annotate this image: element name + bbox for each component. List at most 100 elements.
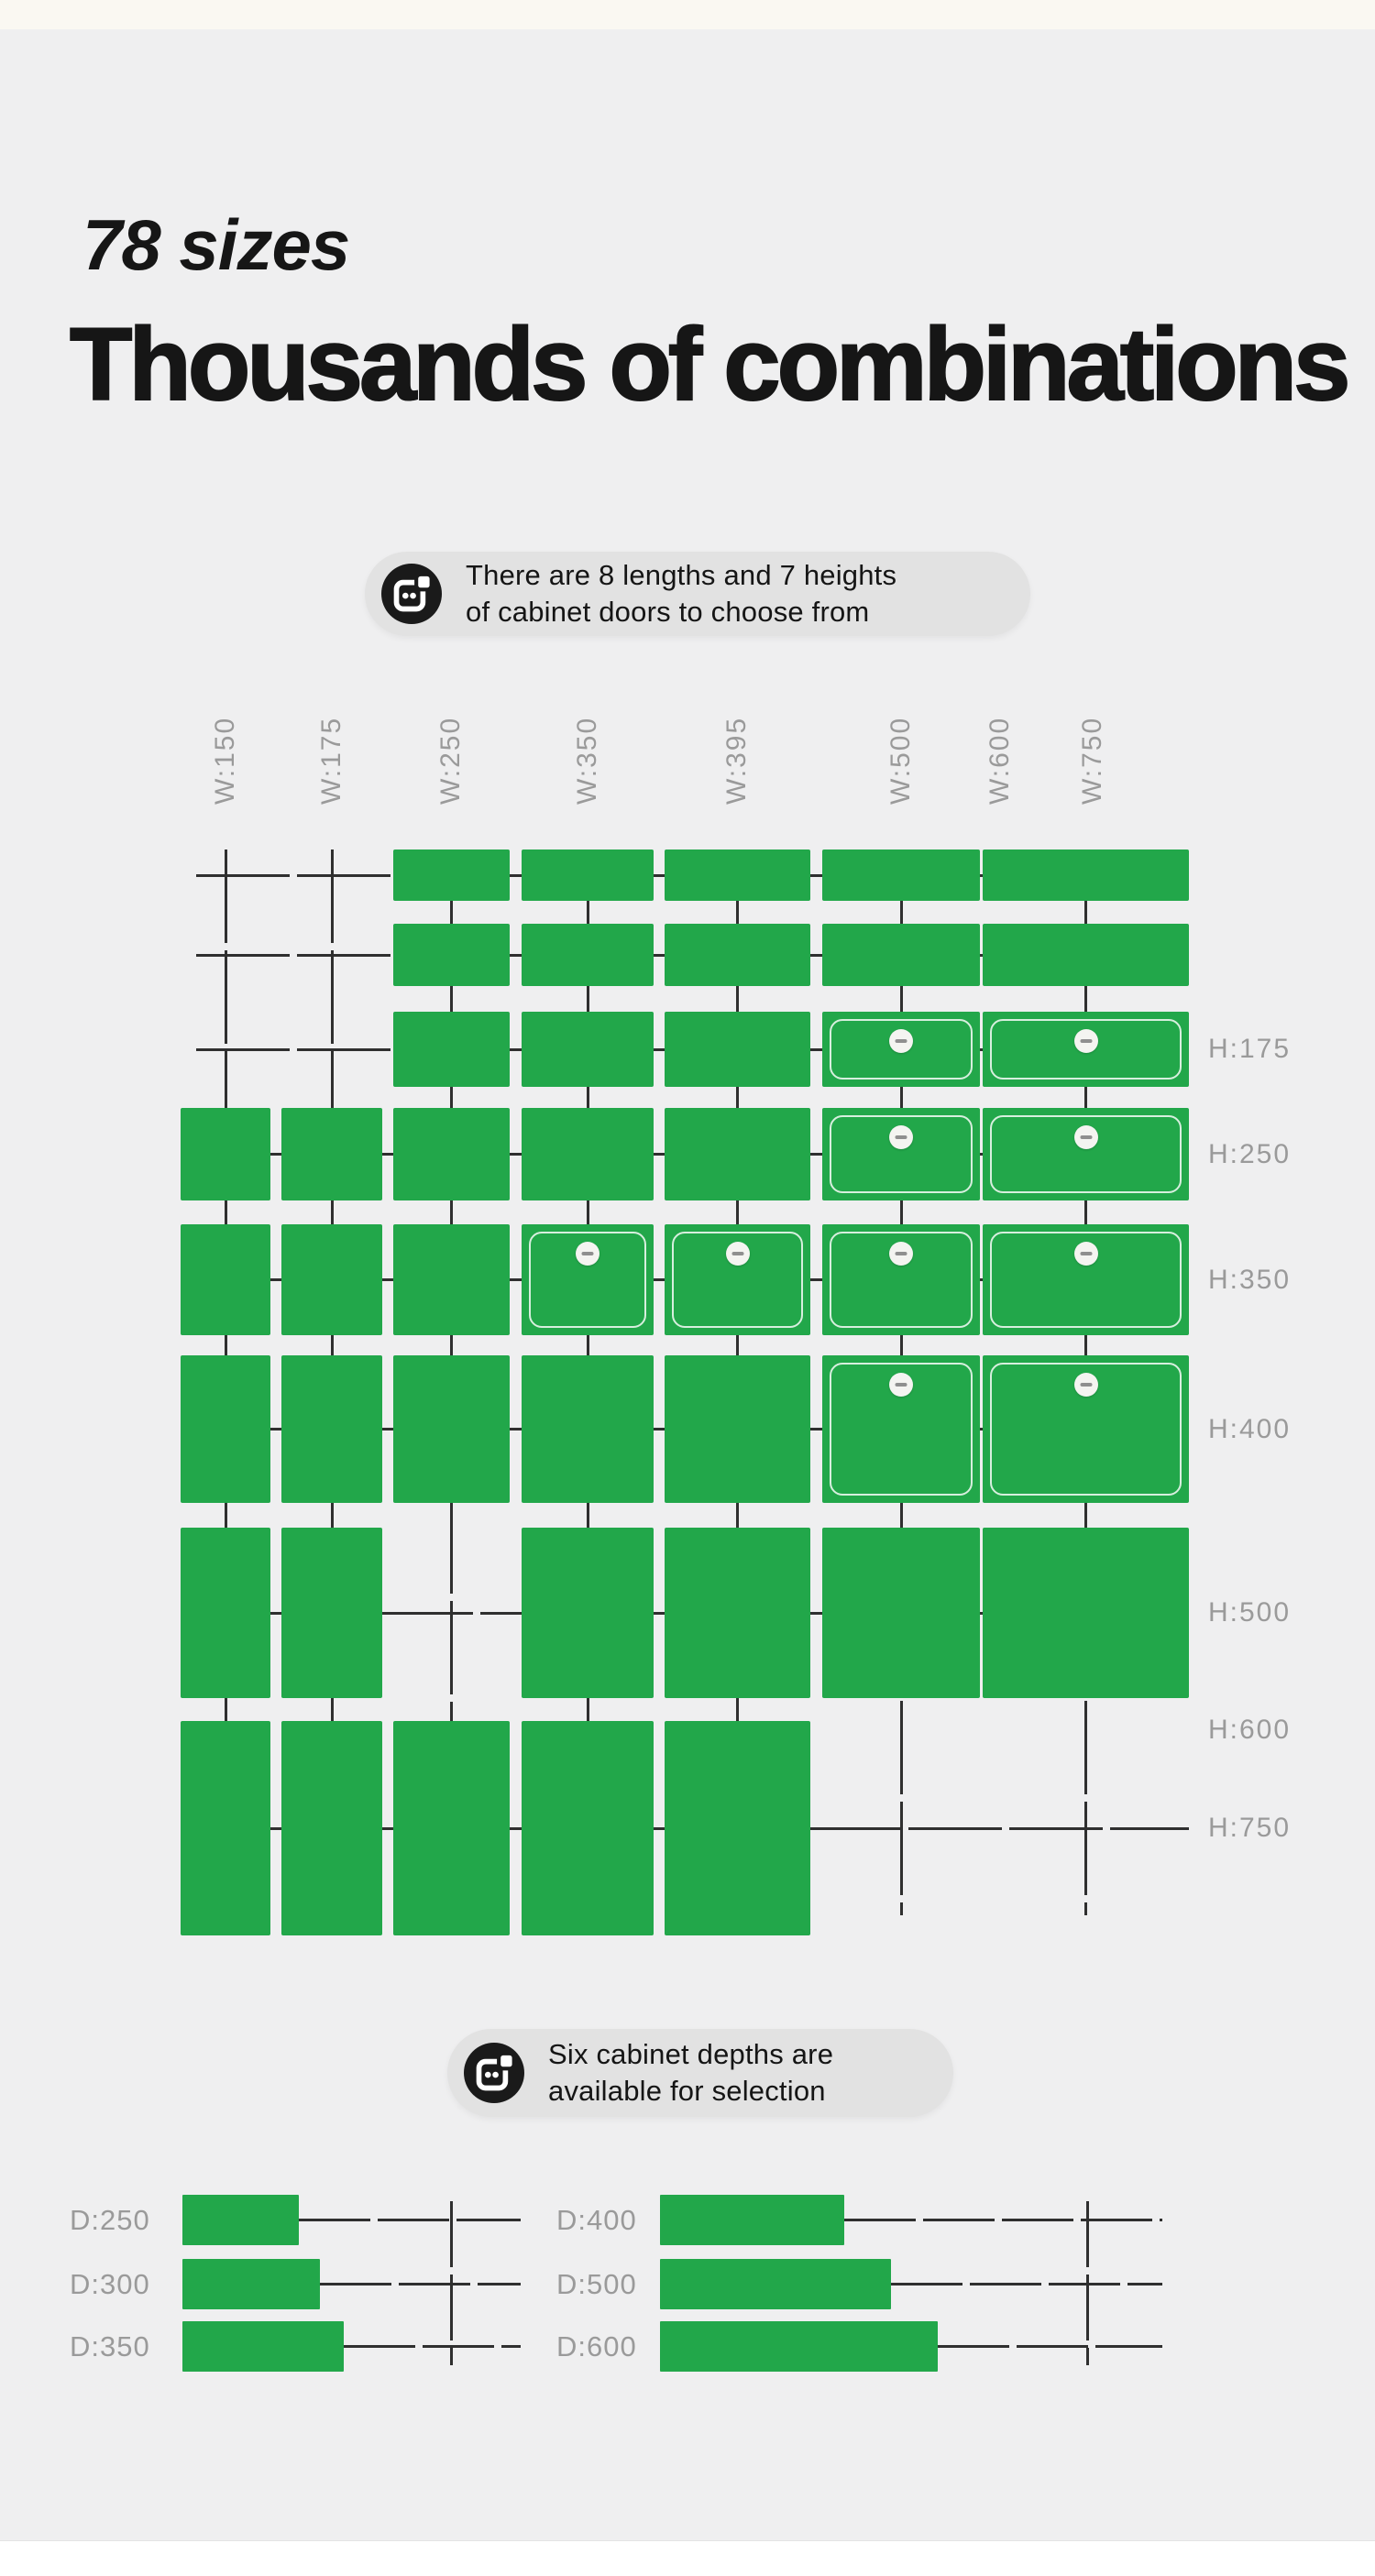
grid-cell	[181, 1355, 270, 1503]
grid-cell	[983, 924, 1189, 986]
crosshair-line-v	[899, 1701, 903, 1915]
grid-cell	[665, 924, 810, 986]
doors-callout-text: There are 8 lengths and 7 heights of cab…	[466, 557, 896, 630]
door-handle-icon	[576, 1242, 600, 1266]
grid-tick-h	[976, 873, 986, 877]
crosshair-line-v	[449, 1500, 453, 1721]
door-outline	[990, 1363, 1182, 1496]
grid-tick-h	[506, 1278, 525, 1281]
grid-cell	[822, 1528, 980, 1698]
depth-guide-line-h	[938, 2345, 1162, 2348]
cabinet-door-cell	[822, 1108, 980, 1200]
doors-callout-badge: There are 8 lengths and 7 heights of cab…	[365, 552, 1030, 636]
depths-callout-badge: Six cabinet depths are available for sel…	[447, 2029, 953, 2117]
grid-tick-v	[736, 1499, 739, 1531]
grid-tick-h	[267, 1278, 285, 1281]
height-label: H:350	[1208, 1265, 1292, 1295]
grid-cell	[522, 924, 654, 986]
height-label: H:600	[1208, 1715, 1292, 1745]
depths-callout-text: Six cabinet depths are available for sel…	[548, 2036, 833, 2110]
grid-tick-h	[650, 1153, 668, 1156]
grid-cell	[181, 1528, 270, 1698]
depth-label: D:350	[70, 2329, 150, 2362]
depth-label: D:250	[70, 2203, 150, 2236]
depth-bar	[182, 2195, 299, 2245]
depth-guide-line-h	[891, 2283, 1162, 2286]
door-handle-slot	[1080, 1135, 1092, 1139]
height-label: H:750	[1208, 1813, 1292, 1843]
grid-tick-v	[736, 1083, 739, 1112]
depth-label: D:500	[556, 2267, 637, 2300]
height-label: H:250	[1208, 1139, 1292, 1169]
cabinet-door-icon	[381, 564, 442, 624]
door-handle-icon	[1073, 1373, 1098, 1397]
grid-cell	[181, 1721, 270, 1935]
cabinet-door-cell	[665, 1224, 810, 1335]
door-outline	[830, 1019, 973, 1080]
door-handle-icon	[1073, 1029, 1098, 1053]
door-outline	[990, 1019, 1182, 1080]
grid-cell	[522, 1721, 654, 1935]
grid-tick-h	[379, 1278, 397, 1281]
grid-cell	[983, 1528, 1189, 1698]
door-handle-icon	[725, 1242, 750, 1266]
grid-cell	[181, 1224, 270, 1335]
crosshair-line-h	[808, 1826, 1189, 1830]
crosshair-line-h	[196, 873, 396, 877]
grid-tick-h	[650, 953, 668, 957]
grid-cell	[281, 1528, 382, 1698]
grid-tick-h	[807, 873, 826, 877]
grid-tick-v	[450, 897, 453, 927]
grid-tick-h	[976, 1153, 986, 1156]
grid-tick-h	[506, 953, 525, 957]
cabinet-door-cell	[822, 1012, 980, 1087]
grid-tick-v	[899, 982, 903, 1015]
grid-tick-h	[976, 1611, 986, 1615]
grid-tick-v	[899, 1197, 903, 1228]
door-outline	[529, 1232, 646, 1328]
depth-bar	[660, 2321, 938, 2372]
grid-tick-h	[976, 1428, 986, 1431]
grid-cell	[181, 1108, 270, 1200]
door-handle-slot	[895, 1252, 908, 1255]
grid-cell	[822, 924, 980, 986]
grid-cell	[522, 1528, 654, 1698]
cabinet-door-cell	[983, 1108, 1189, 1200]
cabinet-door-icon	[464, 2043, 524, 2103]
depth-bar	[660, 2195, 844, 2245]
grid-tick-v	[330, 1332, 334, 1359]
grid-cell	[665, 1355, 810, 1503]
grid-tick-v	[736, 1332, 739, 1359]
crosshair-line-v	[224, 850, 227, 1108]
grid-tick-h	[650, 1047, 668, 1051]
grid-tick-h	[267, 1153, 285, 1156]
cabinet-door-cell	[983, 1012, 1189, 1087]
depth-label: D:300	[70, 2267, 150, 2300]
grid-cell	[822, 850, 980, 901]
grid-tick-v	[224, 1332, 227, 1359]
depth-bar	[182, 2321, 344, 2372]
height-label: H:175	[1208, 1034, 1292, 1064]
grid-tick-v	[450, 982, 453, 1015]
door-handle-icon	[889, 1242, 913, 1266]
door-handle-slot	[732, 1252, 743, 1255]
grid-tick-h	[976, 1278, 986, 1281]
grid-cell	[665, 850, 810, 901]
door-handle-slot	[1080, 1383, 1092, 1387]
door-handle-slot	[1080, 1039, 1092, 1043]
grid-tick-v	[586, 1694, 589, 1725]
grid-tick-v	[586, 982, 589, 1015]
grid-tick-v	[899, 1499, 903, 1531]
grid-tick-v	[450, 1332, 453, 1359]
depths-callout-line1: Six cabinet depths are	[548, 2038, 834, 2070]
grid-tick-v	[899, 897, 903, 927]
grid-cell	[281, 1355, 382, 1503]
grid-tick-h	[807, 1611, 826, 1615]
grid-cell	[522, 1355, 654, 1503]
grid-tick-v	[586, 897, 589, 927]
grid-tick-v	[224, 1197, 227, 1228]
grid-cell	[522, 1012, 654, 1087]
